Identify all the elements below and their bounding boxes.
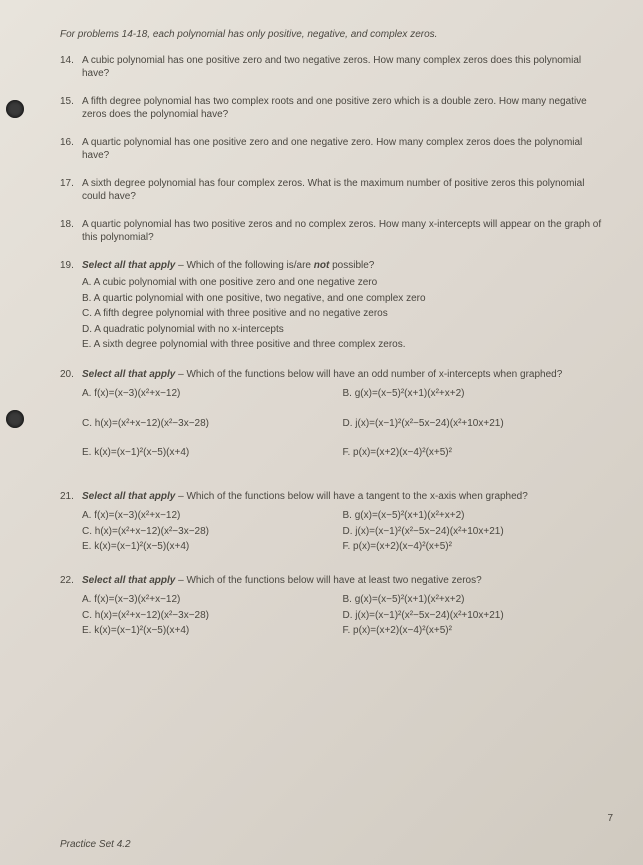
- problem-18: 18. A quartic polynomial has two positiv…: [60, 218, 603, 245]
- problem-number: 18.: [60, 218, 82, 245]
- problem-number: 21.: [60, 490, 82, 556]
- section-intro: For problems 14-18, each polynomial has …: [60, 28, 603, 42]
- option-b: B. A quartic polynomial with one positiv…: [82, 292, 603, 306]
- option-e: E. A sixth degree polynomial with three …: [82, 338, 603, 352]
- option-a: A. A cubic polynomial with one positive …: [82, 276, 603, 290]
- binder-hole: [6, 100, 24, 118]
- problem-number: 19.: [60, 259, 82, 354]
- problem-stem: Select all that apply – Which of the fun…: [82, 368, 603, 382]
- option-a: A. f(x)=(x−3)(x²+x−12): [82, 593, 343, 607]
- option-e: E. k(x)=(x−1)²(x−5)(x+4): [82, 540, 343, 554]
- problem-15: 15. A fifth degree polynomial has two co…: [60, 95, 603, 122]
- problem-text: A cubic polynomial has one positive zero…: [82, 54, 603, 81]
- problem-stem: Select all that apply – Which of the fun…: [82, 574, 603, 588]
- option-c: C. h(x)=(x²+x−12)(x²−3x−28): [82, 609, 343, 623]
- option-b: B. g(x)=(x−5)²(x+1)(x²+x+2): [343, 593, 604, 607]
- option-c: C. A fifth degree polynomial with three …: [82, 307, 603, 321]
- option-a: A. f(x)=(x−3)(x²+x−12): [82, 509, 343, 523]
- problem-text: A quartic polynomial has one positive ze…: [82, 136, 603, 163]
- problem-17: 17. A sixth degree polynomial has four c…: [60, 177, 603, 204]
- binder-hole: [6, 410, 24, 428]
- option-c: C. h(x)=(x²+x−12)(x²−3x−28): [82, 525, 343, 539]
- problem-stem: Select all that apply – Which of the fun…: [82, 490, 603, 504]
- problem-number: 14.: [60, 54, 82, 81]
- option-d: D. j(x)=(x−1)²(x²−5x−24)(x²+10x+21): [343, 417, 604, 431]
- problem-20: 20. Select all that apply – Which of the…: [60, 368, 603, 476]
- problem-stem: Select all that apply – Which of the fol…: [82, 259, 603, 273]
- problem-text: A fifth degree polynomial has two comple…: [82, 95, 603, 122]
- problem-number: 16.: [60, 136, 82, 163]
- problem-number: 20.: [60, 368, 82, 476]
- problem-14: 14. A cubic polynomial has one positive …: [60, 54, 603, 81]
- page-number: 7: [607, 812, 613, 826]
- option-f: F. p(x)=(x+2)(x−4)²(x+5)²: [343, 540, 604, 554]
- option-d: D. j(x)=(x−1)²(x²−5x−24)(x²+10x+21): [343, 609, 604, 623]
- option-d: D. A quadratic polynomial with no x-inte…: [82, 323, 603, 337]
- option-d: D. j(x)=(x−1)²(x²−5x−24)(x²+10x+21): [343, 525, 604, 539]
- problem-19: 19. Select all that apply – Which of the…: [60, 259, 603, 354]
- problem-16: 16. A quartic polynomial has one positiv…: [60, 136, 603, 163]
- option-c: C. h(x)=(x²+x−12)(x²−3x−28): [82, 417, 343, 431]
- footer-text: Practice Set 4.2: [60, 838, 131, 852]
- option-b: B. g(x)=(x−5)²(x+1)(x²+x+2): [343, 509, 604, 523]
- option-e: E. k(x)=(x−1)²(x−5)(x+4): [82, 446, 343, 460]
- problem-number: 15.: [60, 95, 82, 122]
- option-a: A. f(x)=(x−3)(x²+x−12): [82, 387, 343, 401]
- worksheet-page: For problems 14-18, each polynomial has …: [0, 0, 643, 865]
- problem-number: 22.: [60, 574, 82, 640]
- option-f: F. p(x)=(x+2)(x−4)²(x+5)²: [343, 624, 604, 638]
- option-f: F. p(x)=(x+2)(x−4)²(x+5)²: [343, 446, 604, 460]
- problem-text: A quartic polynomial has two positive ze…: [82, 218, 603, 245]
- option-b: B. g(x)=(x−5)²(x+1)(x²+x+2): [343, 387, 604, 401]
- problem-22: 22. Select all that apply – Which of the…: [60, 574, 603, 640]
- option-e: E. k(x)=(x−1)²(x−5)(x+4): [82, 624, 343, 638]
- problem-21: 21. Select all that apply – Which of the…: [60, 490, 603, 556]
- problem-number: 17.: [60, 177, 82, 204]
- problem-text: A sixth degree polynomial has four compl…: [82, 177, 603, 204]
